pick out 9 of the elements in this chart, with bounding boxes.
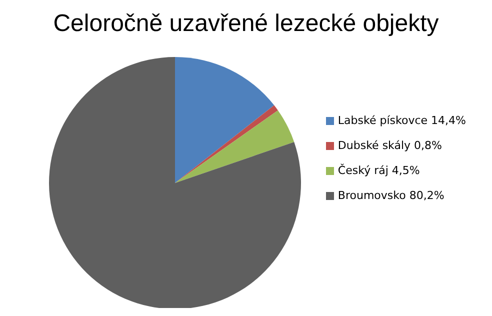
legend-label: Český ráj 4,5% <box>338 164 420 177</box>
legend-label: Broumovsko 80,2% <box>338 189 444 202</box>
pie-slice <box>175 105 278 183</box>
pie-slice <box>175 110 294 183</box>
legend-label: Labské pískovce 14,4% <box>338 114 466 127</box>
pie-slice <box>175 57 274 183</box>
pie-slice <box>49 57 301 308</box>
legend-label: Dubské skály 0,8% <box>338 139 442 152</box>
chart-title: Celoročně uzavřené lezecké objekty <box>52 10 440 38</box>
